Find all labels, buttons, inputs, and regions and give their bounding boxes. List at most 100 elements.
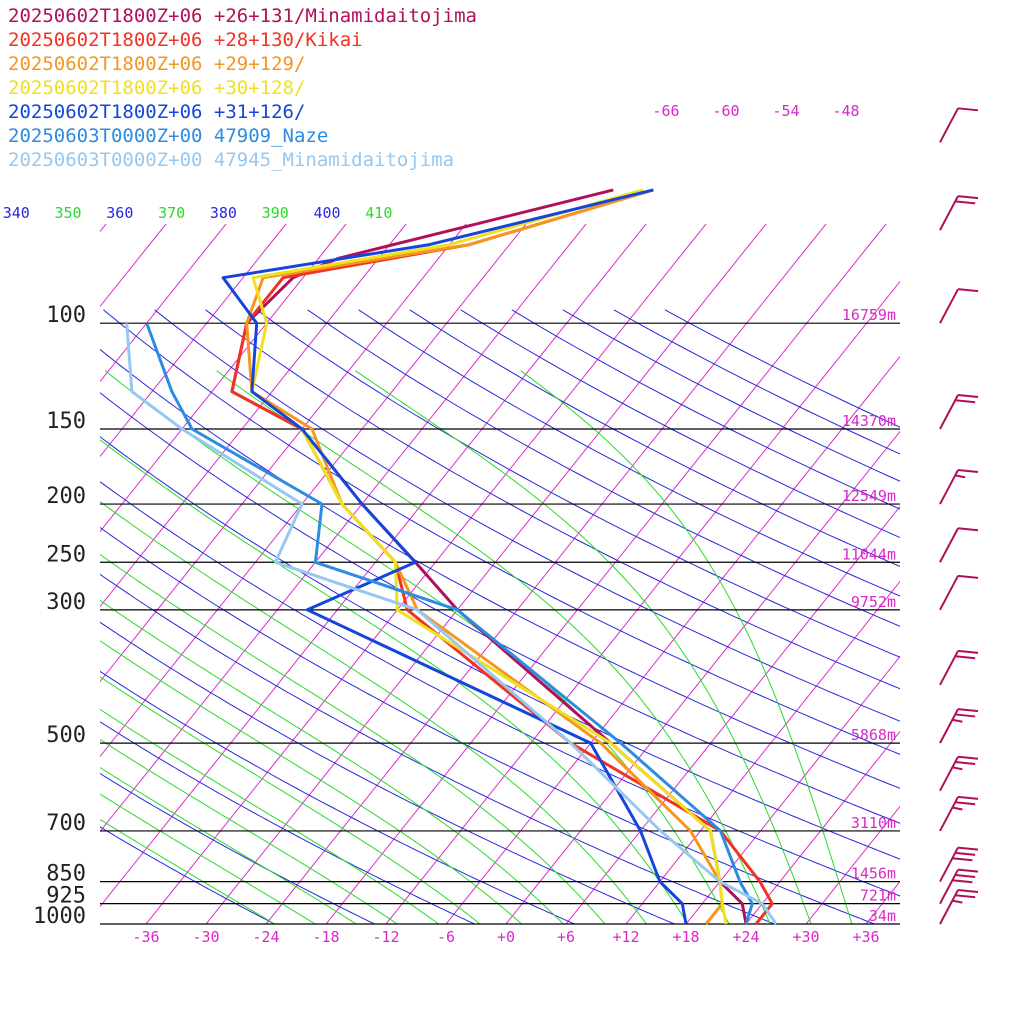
legend-entry: 20250602T1800Z+06 +29+129/ <box>8 53 306 75</box>
temperature-tick-label: +18 <box>672 928 699 946</box>
temperature-tick-label: +36 <box>852 928 879 946</box>
profile-line <box>250 188 728 925</box>
wind-barb-flag <box>952 899 963 904</box>
height-label: 3110m <box>851 814 896 832</box>
wind-barb-flag <box>952 806 963 811</box>
temperature-tick-label: -6 <box>437 928 455 946</box>
dry-adiabat-line <box>100 721 476 924</box>
isotherm-line <box>100 224 347 533</box>
isotherm-line <box>325 224 887 924</box>
moist-adiabat-line <box>100 766 358 924</box>
dry-adiabat-line <box>100 526 876 924</box>
wind-barb <box>939 756 959 792</box>
height-label: 16759m <box>842 306 896 324</box>
legend-entry: 20250602T1800Z+06 +26+131/Minamidaitojim… <box>8 5 477 27</box>
dry-adiabat-line <box>103 309 900 755</box>
legend-entry: 20250602T1800Z+06 +30+128/ <box>8 77 306 99</box>
temperature-tick-label: -30 <box>192 928 219 946</box>
wind-barb <box>939 847 959 883</box>
wind-barb-flag <box>954 474 966 479</box>
isotherm-line <box>0 190 13 924</box>
wind-barb <box>939 469 959 505</box>
legend-entry: 20250602T1800Z+06 +28+130/Kikai <box>8 29 363 51</box>
pressure-label: 100 <box>46 303 86 328</box>
isotherm-label: -66 <box>652 102 679 120</box>
wind-barb <box>939 796 959 832</box>
theta-label: 410 <box>365 204 392 222</box>
moist-adiabat-line <box>100 818 276 924</box>
wind-barb-flag <box>952 766 963 771</box>
isotherm-line <box>100 224 227 383</box>
isotherm-label: -48 <box>832 102 859 120</box>
wind-barb-flag <box>955 894 976 899</box>
wind-barb-flag <box>955 851 976 856</box>
profile-line <box>245 188 724 925</box>
isotherm-line <box>685 655 900 924</box>
wind-barb-flag <box>957 393 979 398</box>
wind-barb-flag <box>957 755 979 760</box>
isotherm-line <box>145 224 707 924</box>
moist-adiabat-line <box>100 640 523 924</box>
temperature-tick-label: -18 <box>312 928 339 946</box>
wind-barb <box>939 575 959 611</box>
height-label: 721m <box>860 887 896 905</box>
wind-barb-flag <box>955 801 976 806</box>
dry-adiabat-line <box>358 309 900 597</box>
dry-adiabat-line <box>100 826 276 924</box>
pressure-label: 1000 <box>33 904 86 929</box>
wind-barb-flag <box>952 857 973 862</box>
profile-line <box>125 323 778 925</box>
pressure-label: 850 <box>46 862 86 887</box>
dry-adiabat-line <box>100 348 900 789</box>
wind-barb <box>939 394 959 430</box>
axis-labels: 100 16759m 150 14370m 200 12549m 250 11044m 300 9… <box>3 102 896 946</box>
profile-line <box>145 322 754 925</box>
moist-adiabat-line <box>520 370 853 924</box>
dry-adiabat-line <box>154 309 900 722</box>
wind-barbs <box>939 107 979 925</box>
moist-adiabat-line <box>100 676 481 924</box>
wind-barb-flag <box>957 288 979 293</box>
wind-barb <box>939 527 959 563</box>
isotherm-line <box>100 224 527 758</box>
wind-barb-flag <box>957 107 979 112</box>
legend-entry: 20250603T0000Z+00 47945_Minamidaitojima <box>8 149 455 171</box>
wind-barb <box>939 650 959 686</box>
wind-barb-flag <box>955 713 976 718</box>
dry-adiabat-line <box>100 392 900 824</box>
dry-adiabat-line <box>307 309 900 627</box>
theta-label: 340 <box>3 204 30 222</box>
wind-barb-flag <box>957 795 979 800</box>
wind-barb <box>939 288 959 324</box>
profile-line <box>221 188 688 925</box>
dry-adiabat-line <box>100 670 576 924</box>
wind-barb-flag <box>957 195 979 200</box>
dry-adiabat-line <box>256 309 900 658</box>
isotherm-line <box>100 224 287 458</box>
dry-adiabat-line <box>100 573 776 924</box>
temperature-tick-label: -24 <box>252 928 279 946</box>
thermodynamic-grid <box>0 190 1024 924</box>
isotherm-line <box>385 280 900 924</box>
isotherm-line <box>986 190 1024 924</box>
height-label: 9752m <box>851 593 896 611</box>
dry-adiabat-line <box>100 621 676 924</box>
theta-label: 390 <box>262 204 289 222</box>
isotherm-line <box>445 355 900 924</box>
isotherm-label: -60 <box>712 102 739 120</box>
isotherm-line <box>926 190 1024 924</box>
height-label: 1456m <box>851 865 896 883</box>
height-label: 5868m <box>851 726 896 744</box>
wind-barb-flag <box>955 200 976 205</box>
temperature-tick-label: +24 <box>732 928 759 946</box>
legend: 20250602T1800Z+06 +26+131/Minamidaitojim… <box>8 4 477 172</box>
wind-barb-flag <box>957 469 979 474</box>
pressure-label: 200 <box>46 484 86 509</box>
isotherm-line <box>205 224 767 924</box>
wind-barb-flag <box>957 868 979 873</box>
height-label: 14370m <box>842 412 896 430</box>
isotherm-line <box>100 224 467 683</box>
dry-adiabat-line <box>100 772 376 924</box>
theta-label: 370 <box>158 204 185 222</box>
